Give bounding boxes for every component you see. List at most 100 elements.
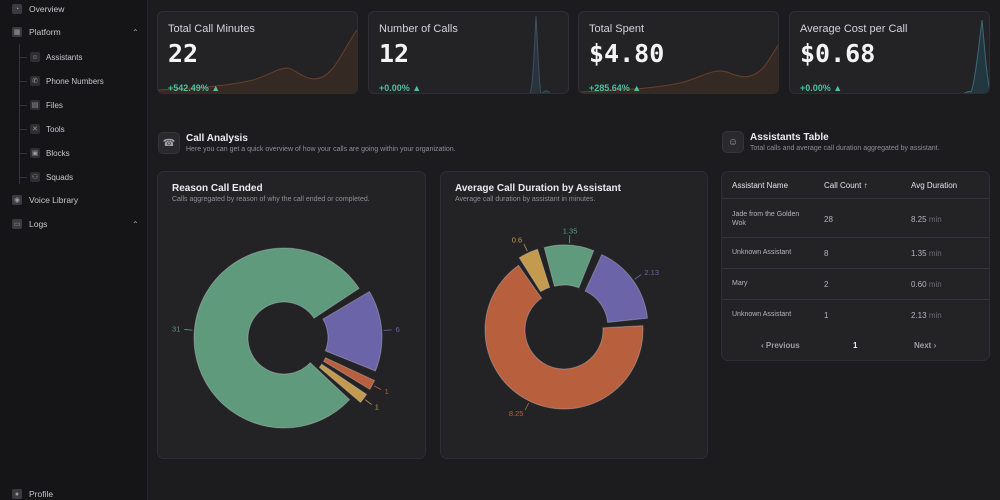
chevron-updown-icon: ⌃	[132, 219, 139, 229]
nav-voice-library-label: Voice Library	[29, 195, 79, 205]
subnav-tick	[19, 81, 27, 82]
nav-overview[interactable]: ◔ Overview	[12, 1, 64, 17]
label-leader-line	[364, 399, 372, 405]
slice-label: 6	[396, 325, 400, 334]
gauge-icon: ◔	[12, 4, 22, 14]
nav-blocks[interactable]: ▣ Blocks	[30, 146, 70, 160]
stat-card-average-cost-per-call: Average Cost per Call $0.68 +0.00% ▲	[789, 11, 990, 94]
sparkline	[158, 29, 357, 93]
duration-value: 8.25	[911, 215, 927, 224]
stat-title: Number of Calls	[379, 23, 458, 35]
donut-slice[interactable]	[322, 357, 376, 390]
stat-title: Average Cost per Call	[800, 23, 908, 35]
slice-label: 1	[375, 402, 379, 411]
chart-subtitle: Calls aggregated by reason of why the ca…	[172, 196, 370, 203]
subnav-line	[19, 44, 20, 184]
donut-slice[interactable]	[193, 247, 360, 429]
chart-title: Reason Call Ended	[172, 183, 263, 194]
stat-card-total-spent: Total Spent $4.80 +285.64% ▲	[578, 11, 779, 94]
nav-profile-label: Profile	[29, 489, 54, 499]
nav-logs[interactable]: ▭ Logs ⌃	[12, 216, 148, 232]
slice-label: 1	[385, 387, 389, 396]
cell-avg-duration: 0.60 min	[911, 280, 942, 289]
nav-tools[interactable]: ✕ Tools	[30, 122, 65, 136]
nav-assistants[interactable]: ☺ Assistants	[30, 50, 82, 64]
cell-avg-duration: 2.13 min	[911, 311, 942, 320]
subnav-tick	[19, 105, 27, 106]
nav-platform-label: Platform	[29, 27, 61, 37]
user-icon: ●	[12, 489, 22, 499]
nav-squads-label: Squads	[46, 172, 74, 182]
voice-icon: ◉	[12, 195, 22, 205]
stat-card-total-call-minutes: Total Call Minutes 22 +542.49% ▲	[157, 11, 358, 94]
nav-phone-numbers-label: Phone Numbers	[46, 76, 104, 86]
nav-files[interactable]: ▤ Files	[30, 98, 63, 112]
table-row[interactable]: Jade from the Golden Wok 28 8.25 min	[722, 198, 989, 237]
cell-call-count: 28	[824, 215, 833, 224]
donut-chart: 8.25 0.6 1.35 2.13	[484, 227, 659, 418]
file-icon: ▤	[30, 100, 40, 110]
slice-label: 1.35	[563, 227, 578, 236]
assistants-table-subtitle: Total calls and average call duration ag…	[750, 145, 940, 152]
stat-value: 22	[168, 39, 199, 68]
stat-value: $0.68	[800, 39, 876, 68]
nav-voice-library[interactable]: ◉ Voice Library	[12, 192, 78, 208]
stat-card-number-of-calls: Number of Calls 12 +0.00% ▲	[368, 11, 569, 94]
donut-slice[interactable]	[584, 254, 648, 323]
previous-page-button[interactable]: ‹ Previous	[761, 341, 800, 350]
donut-slice[interactable]	[518, 248, 551, 293]
nav-platform[interactable]: ▦ Platform ⌃	[12, 24, 148, 40]
column-header-avg-duration[interactable]: Avg Duration	[911, 181, 958, 190]
chart-card-reason-call-ended: Reason Call Ended Calls aggregated by re…	[157, 171, 426, 459]
duration-value: 0.60	[911, 280, 927, 289]
table-row[interactable]: Mary 2 0.60 min	[722, 268, 989, 299]
cell-call-count: 8	[824, 249, 829, 258]
next-page-button[interactable]: Next ›	[914, 341, 937, 350]
slice-label: 8.25	[509, 409, 524, 418]
chart-card-average-duration: Average Call Duration by Assistant Avera…	[440, 171, 708, 459]
nav-blocks-label: Blocks	[46, 148, 70, 158]
label-leader-line	[524, 402, 530, 411]
stat-change: +285.64% ▲	[589, 83, 642, 93]
assistant-icon: ☺	[722, 131, 744, 153]
stat-value: $4.80	[589, 39, 665, 68]
nav-tools-label: Tools	[46, 124, 65, 134]
nav-phone-numbers[interactable]: ✆ Phone Numbers	[30, 74, 104, 88]
cell-call-count: 1	[824, 311, 829, 320]
nav-overview-label: Overview	[29, 4, 65, 14]
chart-subtitle: Average call duration by assistant in mi…	[455, 196, 596, 203]
assistants-table: Assistant Name Call Count ↑ Avg Duration…	[721, 171, 990, 361]
label-leader-line	[523, 243, 528, 252]
nav-files-label: Files	[46, 100, 63, 110]
slice-label: 0.6	[512, 236, 522, 245]
nav-profile[interactable]: ● Profile	[12, 486, 53, 500]
column-header-call-count[interactable]: Call Count ↑	[824, 181, 868, 190]
donut-slice[interactable]	[322, 290, 383, 372]
column-header-name[interactable]: Assistant Name	[732, 181, 789, 190]
cell-assistant-name: Jade from the Golden Wok	[732, 211, 800, 227]
donut-slice[interactable]	[484, 264, 644, 410]
stat-change: +0.00% ▲	[800, 83, 843, 93]
squads-icon: ⚇	[30, 172, 40, 182]
sparkline	[579, 44, 778, 93]
chevron-updown-icon: ⌃	[132, 27, 139, 37]
duration-unit: min	[928, 311, 942, 320]
grid-icon: ▦	[12, 27, 22, 37]
nav-squads[interactable]: ⚇ Squads	[30, 170, 73, 184]
table-row[interactable]: Unknown Assistant 8 1.35 min	[722, 237, 989, 268]
call-analysis-subtitle: Here you can get a quick overview of how…	[186, 146, 456, 153]
slice-label: 31	[172, 325, 180, 334]
table-row[interactable]: Unknown Assistant 1 2.13 min	[722, 299, 989, 330]
donut-slice[interactable]	[318, 363, 368, 404]
subnav-tick	[19, 129, 27, 130]
cell-assistant-name: Mary	[732, 280, 748, 287]
donut-slice[interactable]	[543, 244, 595, 289]
slice-label: 2.13	[644, 268, 659, 277]
duration-unit: min	[928, 280, 942, 289]
blocks-icon: ▣	[30, 148, 40, 158]
page-number[interactable]: 1	[853, 341, 858, 350]
call-analysis-title: Call Analysis	[186, 133, 248, 144]
subnav-tick	[19, 177, 27, 178]
duration-value: 2.13	[911, 311, 927, 320]
cell-avg-duration: 8.25 min	[911, 215, 942, 224]
